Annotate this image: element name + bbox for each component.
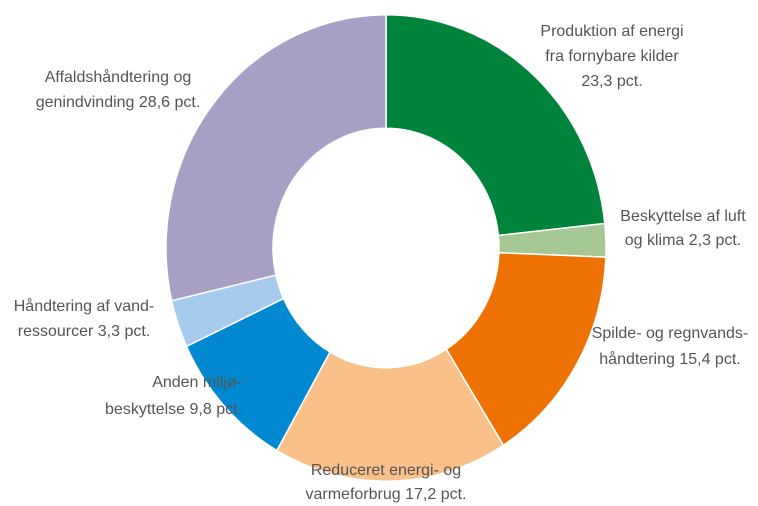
segment-label: Affaldshåndtering og genindvinding 28,6 p…: [36, 68, 201, 111]
label-line: fra fornybare kilder: [545, 48, 679, 65]
label-line: Produktion af energi: [540, 23, 683, 40]
label-line: varmeforbrug: [306, 486, 401, 503]
segment-label: Produktion af energi fra fornybare kilder…: [540, 23, 683, 90]
label-line: Reduceret energi- og: [311, 462, 461, 479]
label-line: beskyttelse: [105, 401, 185, 418]
value-label: 17,2 pct.: [405, 486, 466, 503]
donut-segment: [385, 14, 606, 237]
label-line: Anden miljø-: [152, 374, 242, 391]
segment-label: Anden miljø-beskyttelse 9,8 pct.: [105, 374, 242, 418]
segment-label: Beskyttelse af luft og klima 2,3 pct.: [620, 208, 746, 249]
segment-label: Spilde- og regnvands-håndtering 15,4 pct…: [592, 325, 749, 368]
value-label: 3,3 pct.: [98, 323, 150, 340]
donut-segment: [165, 14, 387, 302]
value-label: 23,3 pct.: [581, 73, 642, 90]
donut-segment: [445, 251, 607, 447]
value-label: 28,6 pct.: [139, 94, 200, 111]
value-label: 15,4 pct.: [679, 351, 740, 368]
segment-label: Håndtering af vand-ressourcer 3,3 pct.: [14, 297, 155, 340]
label-line: Spilde- og regnvands-: [592, 325, 749, 342]
label-line: Håndtering af vand-: [14, 297, 155, 315]
segment-label: Reduceret energi- og varmeforbrug 17,2 pc…: [306, 462, 467, 503]
label-line: Beskyttelse af luft: [620, 208, 746, 225]
label-line: ressourcer: [18, 323, 94, 340]
label-line: genindvinding: [36, 94, 135, 111]
donut-segment: [275, 348, 505, 482]
label-line: og klima: [625, 232, 685, 249]
value-label: 2,3 pct.: [689, 232, 741, 249]
label-line: håndtering: [599, 350, 675, 368]
value-label: 9,8 pct.: [190, 401, 242, 418]
label-line: Affaldshåndtering og: [45, 68, 191, 86]
